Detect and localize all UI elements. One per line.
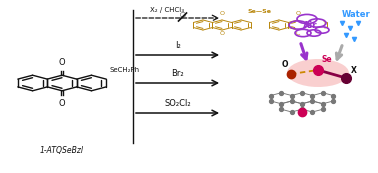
Text: O: O <box>296 31 301 36</box>
Text: Water: Water <box>342 10 370 19</box>
Text: SeCH₂Ph: SeCH₂Ph <box>109 67 139 73</box>
Ellipse shape <box>295 15 325 37</box>
Text: Se—Se: Se—Se <box>248 9 272 14</box>
Text: I₂: I₂ <box>175 41 180 50</box>
Ellipse shape <box>287 59 349 87</box>
Text: O: O <box>59 58 65 67</box>
Text: O: O <box>59 99 65 108</box>
Text: O: O <box>220 31 225 36</box>
Text: ⬡: ⬡ <box>180 11 186 17</box>
Text: Se: Se <box>322 55 333 64</box>
Text: O: O <box>282 60 288 69</box>
Text: O: O <box>220 11 225 16</box>
Text: O: O <box>296 11 301 16</box>
Text: 1-ATQSeBzl: 1-ATQSeBzl <box>40 146 84 155</box>
Text: X₂ / CHCl₃: X₂ / CHCl₃ <box>150 7 184 13</box>
Text: SO₂Cl₂: SO₂Cl₂ <box>164 99 191 108</box>
Text: Br₂: Br₂ <box>171 69 184 78</box>
Text: Air: Air <box>303 21 317 30</box>
Text: X: X <box>351 66 357 75</box>
